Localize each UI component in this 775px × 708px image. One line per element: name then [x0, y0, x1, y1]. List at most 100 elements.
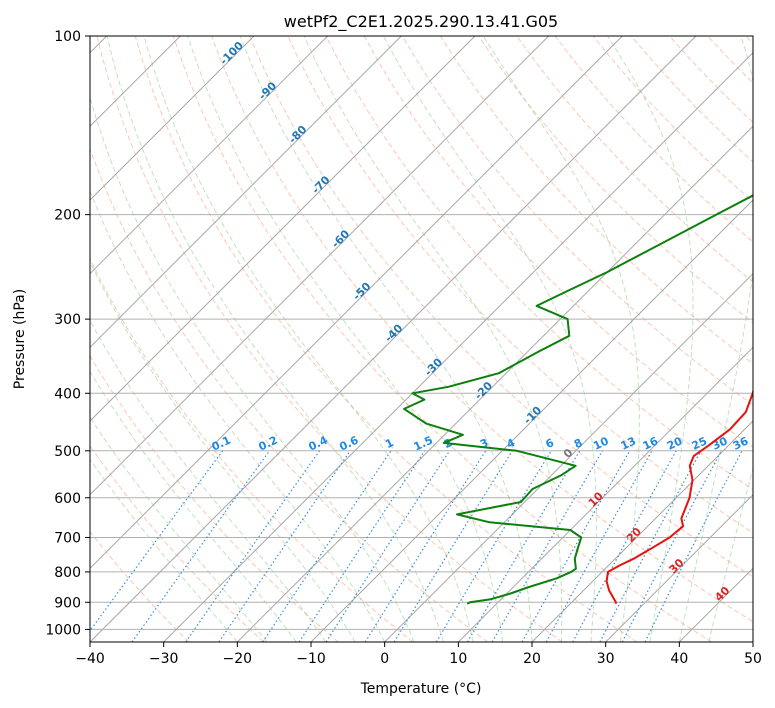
- moist-adiabat: [303, 36, 563, 642]
- isotherm-gridline: [457, 346, 753, 642]
- x-tick-label: 40: [670, 651, 688, 667]
- dewpoint-profile-line: [403, 194, 753, 605]
- moist-adiabat: [90, 260, 356, 642]
- isotherm-gridline: [531, 420, 753, 642]
- isotherm-gridline: [605, 493, 753, 642]
- isotherm-label: -100: [217, 39, 246, 68]
- mixing-ratio-label: 25: [690, 434, 709, 452]
- x-tick-label: −20: [223, 651, 253, 667]
- mixing-ratio-label: 6: [544, 436, 557, 451]
- isotherm-gridline: [90, 36, 550, 496]
- mixing-ratio-line: [466, 450, 581, 642]
- isotherm-gridline: [90, 36, 329, 275]
- isotherm-label: 20: [624, 525, 644, 545]
- moist-adiabat: [187, 36, 503, 642]
- isotherm-gridline: [90, 36, 402, 349]
- mixing-ratio-line: [185, 450, 321, 642]
- mixing-ratio-line: [521, 450, 631, 642]
- mixing-ratio-label: 16: [641, 434, 661, 452]
- dry-adiabat: [439, 36, 753, 365]
- dry-adiabat: [325, 36, 753, 491]
- moist-adiabat: [708, 466, 753, 642]
- isotherm-gridline: [163, 51, 753, 642]
- mixing-ratio-line: [572, 450, 677, 642]
- moist-adiabat: [482, 36, 640, 642]
- series-layer: [403, 194, 753, 605]
- mixing-ratio-label: 20: [665, 434, 685, 452]
- x-axis-label: Temperature (°C): [360, 681, 482, 697]
- dry-adiabat: [249, 36, 753, 578]
- mixing-ratio-line: [435, 450, 552, 642]
- mixing-ratio-line: [644, 450, 743, 642]
- moist-adiabat: [90, 95, 415, 642]
- moist-adiabat: [90, 189, 386, 642]
- mixing-ratio-label: 36: [731, 434, 751, 452]
- isotherm-gridline: [384, 272, 753, 642]
- isotherm-label: -10: [521, 404, 544, 427]
- isotherm-label: -30: [422, 355, 445, 378]
- isotherm-label: -20: [472, 379, 495, 402]
- y-axis: 100 200 300 400 500 600 700 800 900 1000: [45, 29, 90, 638]
- y-tick-label: 300: [54, 312, 81, 328]
- chart-title: wetPf2_C2E1.2025.290.13.41.G05: [284, 12, 558, 32]
- isotherm-label: 10: [586, 489, 606, 509]
- isotherm-gridline: [310, 199, 753, 642]
- dry-adiabat: [90, 354, 339, 642]
- y-tick-label: 700: [54, 531, 81, 547]
- isotherm-gridline: [90, 36, 476, 422]
- mixing-ratio-line: [218, 450, 351, 642]
- y-tick-label: 1000: [45, 622, 81, 638]
- dry-adiabat: [134, 36, 638, 642]
- x-tick-label: 0: [380, 651, 389, 667]
- isotherm-gridline: [90, 36, 623, 570]
- dry-adiabat: [707, 36, 753, 84]
- mixing-ratio-line: [325, 450, 451, 642]
- dry-adiabat: [592, 36, 753, 203]
- y-tick-label: 600: [54, 491, 81, 507]
- isotherm-gridline: [90, 36, 697, 642]
- dry-adiabat: [172, 36, 712, 642]
- dry-adiabat: [90, 257, 414, 642]
- x-tick-label: 30: [597, 651, 615, 667]
- background-lines: [90, 36, 753, 642]
- isotherm-gridline: [752, 641, 753, 642]
- isotherm-label: 40: [712, 584, 732, 604]
- dry-adiabat: [90, 530, 190, 642]
- dry-adiabat: [516, 36, 753, 283]
- dry-adiabat: [96, 36, 563, 642]
- moist-adiabat: [382, 36, 597, 642]
- moist-adiabat: [106, 36, 445, 642]
- x-tick-label: 50: [744, 651, 762, 667]
- mixing-ratio-label: 10: [591, 434, 611, 452]
- x-tick-label: −30: [149, 651, 179, 667]
- moist-adiabat: [90, 370, 297, 642]
- moist-adiabat: [143, 36, 474, 642]
- dry-adiabat: [478, 36, 753, 324]
- isotherm-label: -50: [350, 280, 373, 303]
- plot-area: 0.1 0.2 0.4 0.6 1 1.5 2 3 4 6 8 10 13 16 20 25 30 36 -100…: [90, 36, 753, 642]
- dry-adiabat: [90, 444, 264, 642]
- mixing-ratio-line: [599, 450, 702, 642]
- mixing-ratio-line: [545, 450, 653, 642]
- moist-adiabat: [678, 36, 753, 642]
- isotherm-label: -60: [329, 227, 352, 250]
- isotherm-label: -80: [286, 123, 309, 146]
- dry-adiabat: [401, 36, 753, 406]
- x-tick-label: −40: [75, 651, 105, 667]
- dry-adiabat: [669, 36, 753, 124]
- mixing-ratio-label: 30: [710, 434, 730, 452]
- mixing-ratio-label: 13: [619, 434, 638, 452]
- moist-adiabat: [90, 416, 268, 642]
- isotherm-gridline: [678, 567, 753, 642]
- mixing-ratio-line: [262, 450, 392, 642]
- y-tick-label: 100: [54, 29, 81, 45]
- dry-adiabat: [90, 147, 488, 642]
- y-tick-label: 400: [54, 386, 81, 402]
- isotherm-gridline: [236, 125, 753, 642]
- mixing-ratio-line: [364, 450, 487, 642]
- y-tick-label: 500: [54, 444, 81, 460]
- mixing-ratio-line: [131, 450, 271, 642]
- moist-adiabat: [239, 36, 533, 642]
- isotherm-label: -70: [309, 173, 332, 196]
